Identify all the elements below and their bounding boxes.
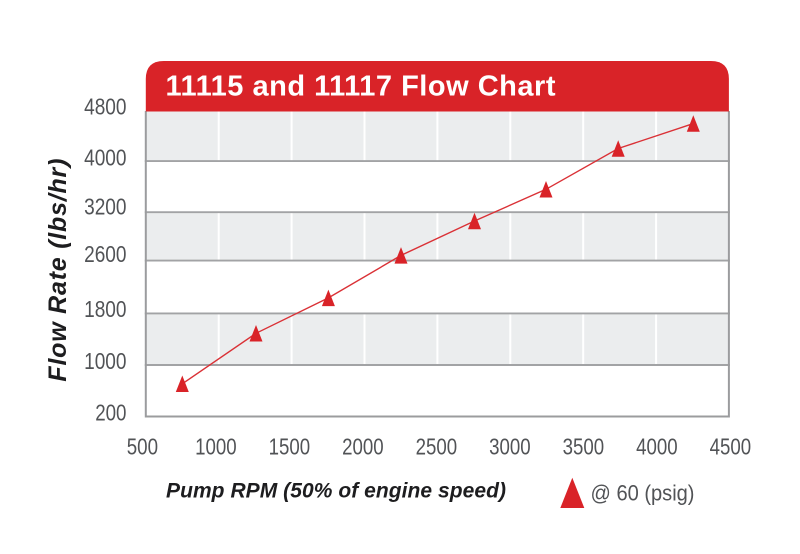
svg-text:@ 60 (psig): @ 60 (psig) bbox=[591, 481, 695, 506]
svg-text:1000: 1000 bbox=[84, 348, 126, 374]
svg-text:11115 and 11117 Flow Chart: 11115 and 11117 Flow Chart bbox=[166, 71, 556, 103]
svg-text:1000: 1000 bbox=[195, 433, 237, 459]
svg-text:4000: 4000 bbox=[636, 433, 678, 459]
svg-text:2000: 2000 bbox=[342, 433, 384, 459]
svg-text:Pump RPM (50% of engine speed): Pump RPM (50% of engine speed) bbox=[166, 480, 506, 503]
svg-text:2500: 2500 bbox=[416, 433, 458, 459]
svg-text:3500: 3500 bbox=[563, 433, 605, 459]
svg-text:3200: 3200 bbox=[84, 193, 126, 219]
svg-text:4800: 4800 bbox=[84, 94, 126, 120]
svg-text:3000: 3000 bbox=[489, 433, 531, 459]
svg-text:Flow Rate (lbs/hr): Flow Rate (lbs/hr) bbox=[44, 159, 72, 382]
svg-text:1800: 1800 bbox=[84, 296, 126, 322]
svg-text:2600: 2600 bbox=[84, 241, 126, 267]
svg-text:1500: 1500 bbox=[269, 433, 311, 459]
svg-text:4500: 4500 bbox=[710, 433, 752, 459]
svg-text:500: 500 bbox=[127, 433, 158, 459]
svg-text:200: 200 bbox=[95, 399, 126, 425]
svg-text:4000: 4000 bbox=[84, 144, 126, 170]
